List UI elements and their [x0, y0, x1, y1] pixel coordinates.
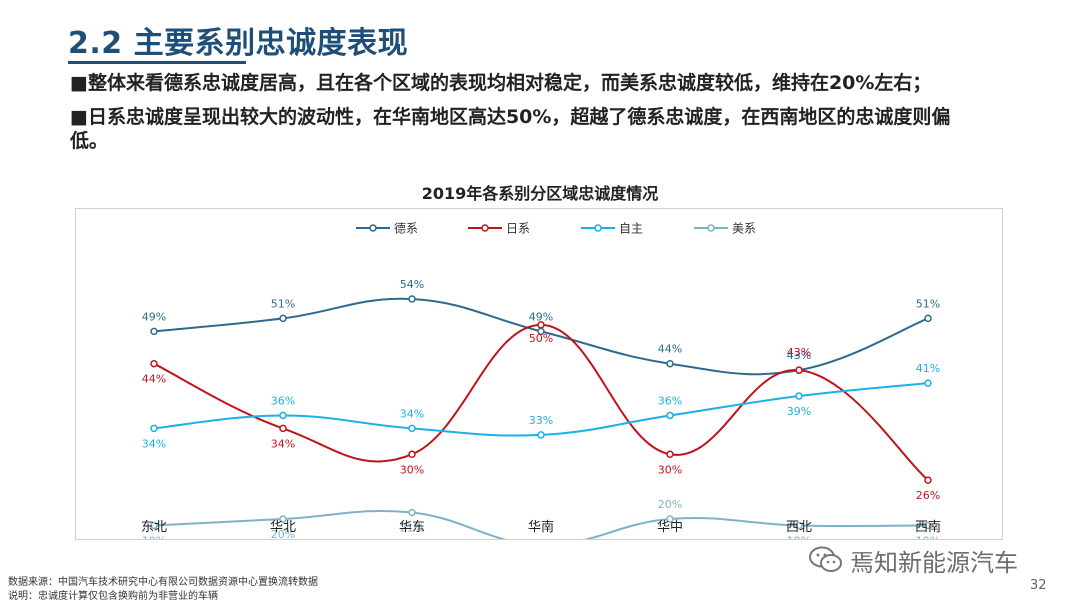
data-label-0-6: 51% — [916, 297, 940, 310]
data-point-3-6 — [924, 521, 932, 530]
data-label-1-1: 34% — [271, 437, 295, 450]
data-label-0-3: 49% — [529, 310, 553, 323]
legend-label-2: 自主 — [619, 222, 643, 236]
data-point-1-1 — [279, 424, 287, 433]
title-underline — [68, 61, 246, 64]
data-point-0-4 — [666, 359, 674, 368]
data-label-1-5: 43% — [787, 346, 811, 359]
data-label-1-6: 26% — [916, 489, 940, 502]
data-point-0-1 — [279, 314, 287, 323]
data-point-3-2 — [408, 508, 416, 517]
data-label-0-0: 49% — [142, 310, 166, 323]
x-tick-label-5: 西北 — [786, 520, 812, 535]
data-point-2-5 — [795, 392, 803, 400]
bullet-point-2-continued: 低。 — [70, 130, 109, 152]
data-point-2-2 — [408, 424, 416, 433]
page-title: 2.2 主要系别忠诚度表现 — [68, 26, 409, 61]
data-label-1-4: 30% — [658, 463, 682, 476]
data-label-3-0: 19% — [142, 534, 166, 539]
page-number: 32 — [1030, 578, 1047, 593]
data-label-3-2: 21% — [400, 522, 424, 535]
loyalty-line-chart: 德系 日系 自主 美系 49% 51% 54% 49% 44% 43% 51% 44% 34% 30% 50… — [141, 221, 941, 539]
data-label-0-1: 51% — [271, 297, 295, 310]
data-point-3-1 — [279, 515, 287, 523]
data-point-3-5 — [795, 521, 803, 530]
data-point-2-1 — [279, 411, 287, 420]
data-point-0-2 — [408, 295, 416, 303]
data-label-2-5: 39% — [787, 405, 811, 418]
data-point-1-5 — [795, 366, 803, 374]
data-label-2-2: 34% — [400, 407, 424, 420]
x-tick-label-2: 华东 — [399, 520, 425, 535]
data-label-0-4: 44% — [658, 343, 682, 356]
legend-label-0: 德系 — [394, 221, 418, 236]
data-label-0-2: 54% — [400, 278, 424, 291]
x-tick-label-4: 华中 — [657, 520, 683, 535]
data-label-1-2: 30% — [400, 463, 424, 476]
data-point-1-4 — [666, 450, 674, 459]
data-point-2-6 — [924, 379, 932, 387]
data-point-3-0 — [150, 521, 158, 530]
data-point-1-0 — [150, 359, 158, 368]
data-label-2-0: 34% — [142, 437, 166, 450]
data-label-2-6: 41% — [916, 362, 940, 375]
footnote-source: 数据来源：中国汽车技术研究中心有限公司数据资源中心置换流转数据 — [8, 577, 318, 588]
legend-label-3: 美系 — [732, 222, 756, 236]
legend-marker-1 — [481, 224, 489, 232]
legend-marker-0 — [369, 224, 377, 232]
data-label-0-5: 43% — [787, 349, 811, 362]
x-tick-label-1: 华北 — [270, 520, 296, 535]
legend-label-1: 日系 — [506, 222, 530, 236]
data-point-1-3 — [537, 321, 545, 329]
data-point-3-4 — [666, 515, 674, 523]
data-point-1-2 — [408, 450, 416, 459]
data-point-2-3 — [537, 431, 545, 439]
footnote-note: 说明：忠诚度计算仅包含换购前为非营业的车辆 — [8, 591, 218, 602]
legend-marker-3 — [707, 224, 715, 232]
data-point-0-0 — [150, 327, 158, 336]
data-label-1-3: 50% — [529, 332, 553, 345]
data-label-2-3: 33% — [529, 414, 553, 427]
data-label-3-6: 19% — [916, 534, 940, 539]
x-tick-label-0: 东北 — [141, 520, 167, 535]
wechat-logo: 焉知新能源汽车 — [808, 542, 1018, 578]
legend-marker-2 — [594, 224, 602, 232]
chart-frame: 德系 日系 自主 美系 49% 51% 54% 49% 44% 43% 51% 44% 34% 30% 50… — [75, 208, 1003, 540]
data-label-1-0: 44% — [142, 373, 166, 386]
data-point-0-6 — [924, 314, 932, 323]
bullet-point-1: ■整体来看德系忠诚度居高，且在各个区域的表现均相对稳定，而美系忠诚度较低，维持在… — [70, 72, 932, 94]
data-label-3-1: 20% — [271, 528, 295, 539]
bullet-point-2: ■日系忠诚度呈现出较大的波动性，在华南地区高达50%，超越了德系忠诚度，在西南地… — [70, 106, 951, 128]
logo-text: 焉知新能源汽车 — [850, 548, 1018, 577]
data-label-2-1: 36% — [271, 394, 295, 407]
data-point-2-4 — [666, 411, 674, 420]
chart-title: 2019年各系别分区域忠诚度情况 — [421, 184, 659, 203]
data-label-2-4: 36% — [658, 394, 682, 407]
wechat-icon — [809, 546, 842, 572]
data-label-3-4: 20% — [658, 498, 682, 511]
x-tick-label-6: 西南 — [915, 519, 941, 535]
data-label-3-5: 19% — [787, 534, 811, 539]
x-tick-label-3: 华南 — [528, 519, 554, 535]
data-point-1-6 — [924, 476, 932, 484]
series-line-2 — [153, 382, 929, 437]
data-point-2-0 — [150, 424, 158, 433]
